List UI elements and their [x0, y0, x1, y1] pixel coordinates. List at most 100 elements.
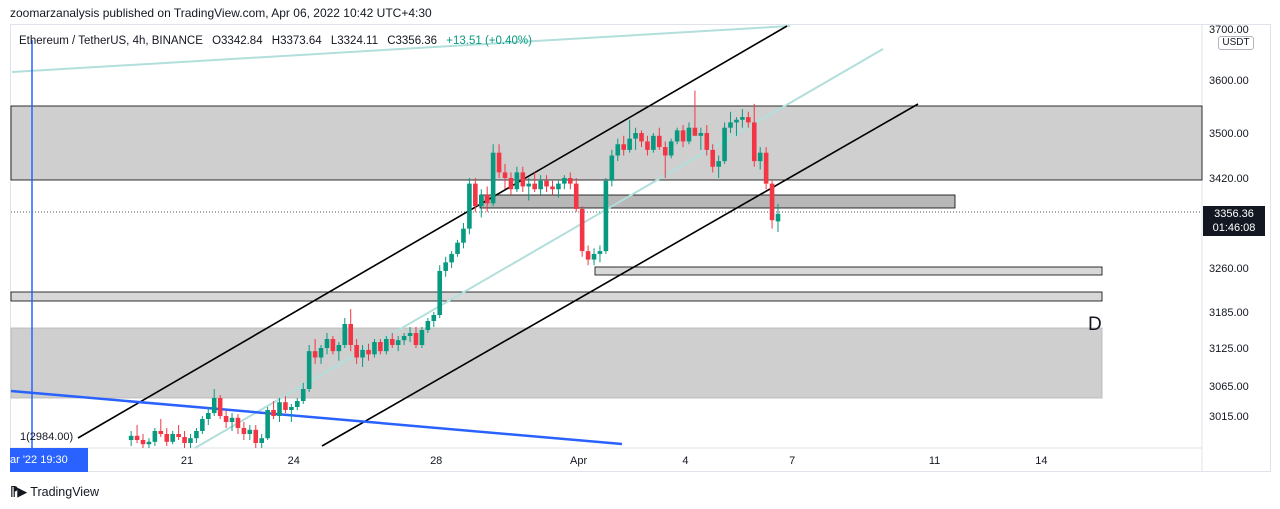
- candle-up: [698, 133, 704, 136]
- chart-frame[interactable]: [10, 24, 1271, 472]
- tradingview-logo-icon: ⁋▶: [10, 484, 27, 499]
- bar-countdown: 01:46:08: [1212, 222, 1256, 234]
- candle-up: [609, 155, 615, 181]
- candle-up: [538, 180, 543, 190]
- legend-symbol: Ethereum / TetherUS, 4h, BINANCE: [19, 35, 203, 47]
- wave-label-d: D: [1088, 314, 1102, 335]
- candle-up: [686, 127, 692, 142]
- candle-up: [716, 161, 721, 167]
- candle-down: [182, 437, 187, 443]
- candle-up: [556, 183, 561, 190]
- candle-up: [384, 339, 389, 352]
- candle-down: [140, 440, 146, 445]
- candle-up: [324, 339, 330, 348]
- price-tick-label: 3125.00: [1209, 343, 1249, 355]
- candle-up: [170, 434, 175, 442]
- candle-up: [449, 253, 454, 263]
- candle-up: [490, 152, 496, 204]
- candle-up: [342, 324, 348, 345]
- candle-down: [585, 251, 591, 260]
- candle-down: [283, 402, 288, 410]
- candle-up: [437, 270, 443, 315]
- supply-zone-upper[interactable]: [10, 105, 1203, 181]
- lower-channel-line[interactable]: [321, 103, 919, 447]
- candle-down: [763, 152, 769, 184]
- candle-down: [769, 183, 775, 221]
- blue-trend-line[interactable]: [10, 389, 623, 446]
- candle-up: [229, 417, 235, 422]
- price-tick-label: 3260.00: [1209, 263, 1249, 275]
- candle-up: [407, 333, 413, 336]
- candle-down: [657, 135, 662, 148]
- candle-up: [651, 135, 656, 150]
- candle-down: [354, 345, 359, 358]
- candle-up: [455, 242, 460, 254]
- candle-up: [597, 251, 603, 254]
- supply-zone-mid[interactable]: [479, 194, 956, 209]
- candle-up: [200, 419, 205, 431]
- candle-down: [573, 183, 579, 209]
- candle-down: [389, 339, 395, 345]
- candle-down: [532, 183, 537, 190]
- price-tick-label: 3015.00: [1209, 411, 1249, 423]
- price-tick-label: 3600.00: [1209, 75, 1249, 87]
- legend-close: C3356.36: [387, 35, 438, 47]
- legend-low: L3324.11: [330, 35, 378, 47]
- candle-down: [645, 141, 650, 150]
- legend-open: O3342.84: [212, 35, 263, 47]
- candle-up: [295, 401, 300, 407]
- candle-down: [413, 333, 419, 345]
- candle-up: [372, 342, 377, 355]
- upper-trend-line[interactable]: [11, 25, 791, 73]
- candle-up: [277, 402, 282, 416]
- legend-change: +13.51 (+0.40%): [446, 35, 532, 47]
- price-axis[interactable]: 3015.00 3065.00 3125.00 3185.00 3260.00 3420.…: [1209, 24, 1249, 423]
- candle-down: [134, 435, 140, 440]
- candle-down: [241, 428, 247, 434]
- candle-up: [395, 340, 401, 345]
- candle-up: [431, 315, 437, 321]
- time-tick-label: 24: [288, 455, 300, 467]
- candle-up: [318, 348, 324, 358]
- candle-down: [378, 342, 383, 352]
- time-axis[interactable]: 21 24 28 Apr 4 7 11 14: [181, 455, 1048, 467]
- demand-zone-thin-upper[interactable]: [594, 266, 1103, 276]
- time-tick-label: 4: [682, 455, 688, 467]
- candle-down: [164, 434, 170, 442]
- current-price-value: 3356.36: [1214, 208, 1254, 220]
- candle-down: [158, 431, 164, 434]
- demand-zone-lower[interactable]: [10, 327, 1103, 399]
- candle-down: [366, 349, 371, 355]
- candle-down: [271, 410, 276, 416]
- upper-channel-line[interactable]: [77, 25, 788, 439]
- time-tick-label: 11: [929, 455, 940, 467]
- demand-zone-thin-lower[interactable]: [10, 291, 1103, 302]
- price-tick-label: 3185.00: [1209, 307, 1249, 319]
- candle-down: [746, 117, 751, 123]
- candle-up: [211, 398, 217, 413]
- symbol-legend: Ethereum / TetherUS, 4h, BINANCE O3342.8…: [19, 35, 532, 47]
- candles-group: [128, 90, 781, 448]
- candle-down: [567, 178, 573, 184]
- time-tick-label: 28: [430, 455, 442, 467]
- candle-down: [544, 180, 549, 187]
- candle-up: [728, 122, 733, 128]
- candle-up: [722, 127, 727, 162]
- candle-up: [562, 178, 567, 184]
- candle-down: [550, 186, 555, 190]
- candle-up: [514, 172, 520, 190]
- tradingview-brand[interactable]: ⁋▶ TradingView: [10, 484, 99, 500]
- current-price-tag: 3356.36 01:46:08: [1203, 206, 1265, 236]
- publisher-line: zoomarzanalysis published on TradingView…: [10, 6, 432, 20]
- price-tick-label: 3420.00: [1209, 173, 1249, 185]
- price-tick-label: 3500.00: [1209, 128, 1249, 140]
- candle-up: [467, 183, 472, 229]
- candle-up: [668, 141, 674, 156]
- price-tick-label: 3065.00: [1209, 381, 1249, 393]
- candle-down: [751, 122, 757, 162]
- candle-down: [692, 127, 698, 136]
- currency-unit-button[interactable]: USDT: [1218, 36, 1254, 50]
- crosshair-time-label: ar '22 19:30: [10, 448, 88, 472]
- time-tick-label: 14: [1035, 455, 1047, 467]
